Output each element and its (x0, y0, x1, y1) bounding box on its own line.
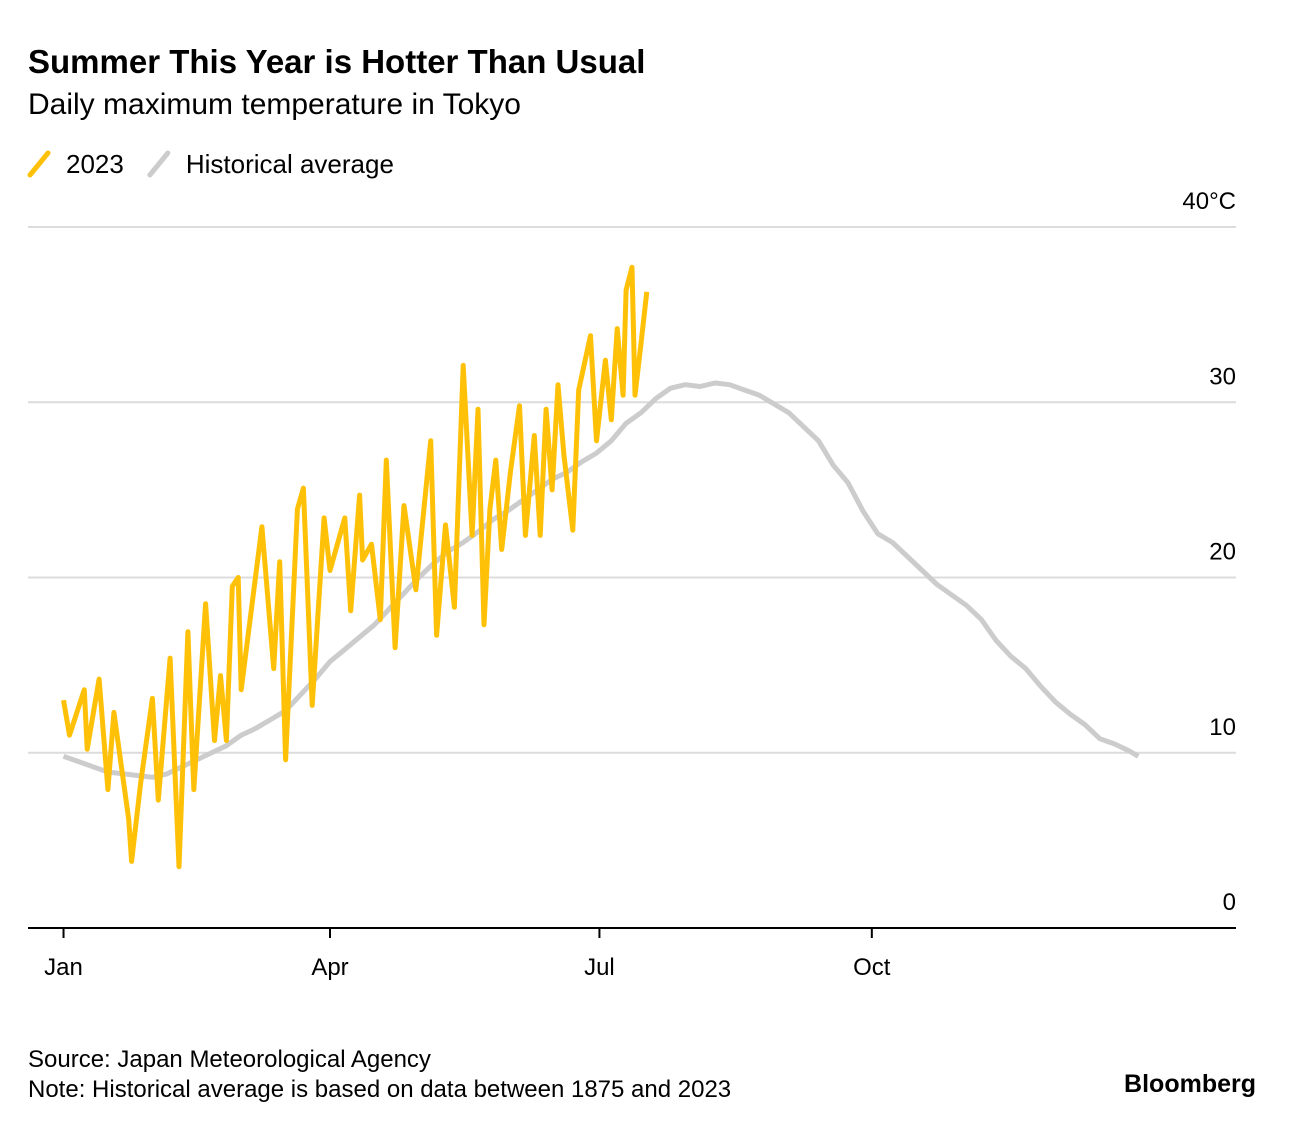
note: Note: Historical average is based on dat… (28, 1076, 731, 1103)
legend-swatch (147, 150, 171, 178)
brand: Bloomberg (1124, 1070, 1256, 1098)
legend-label: Historical average (186, 149, 394, 179)
x-tick-label: Oct (853, 954, 891, 981)
y-tick-label: 20 (1209, 539, 1236, 566)
chart-subtitle: Daily maximum temperature in Tokyo (28, 88, 521, 121)
y-tick-label: 40°C (1182, 188, 1236, 215)
legend-swatch (27, 150, 51, 178)
series-line (62, 380, 1140, 780)
series-line (61, 264, 650, 870)
source: Source: Japan Meteorological Agency (28, 1046, 431, 1073)
chart-title: Summer This Year is Hotter Than Usual (28, 43, 645, 80)
y-tick-label: 0 (1223, 889, 1236, 916)
x-tick-label: Apr (311, 954, 348, 981)
y-tick-label: 10 (1209, 714, 1236, 741)
legend-label: 2023 (66, 149, 124, 179)
x-tick-label: Jan (44, 954, 83, 981)
x-tick-label: Jul (584, 954, 615, 981)
y-tick-label: 30 (1209, 363, 1236, 390)
